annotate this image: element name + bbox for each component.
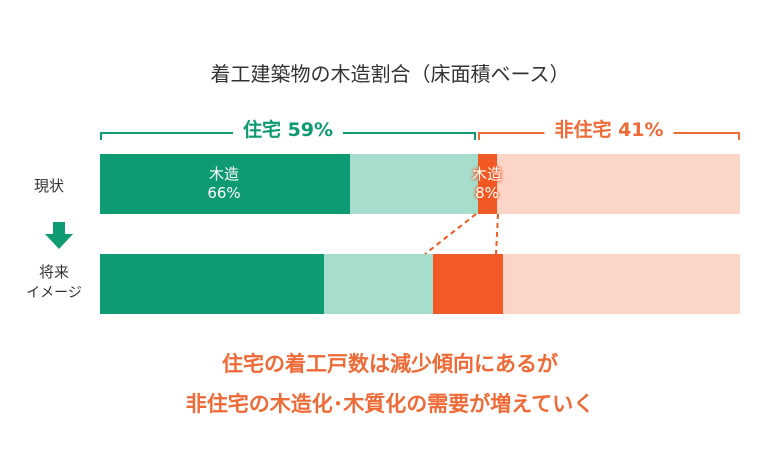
- nonresidential-bracket-tick-left: [478, 132, 480, 140]
- dashed-connector-right: [495, 213, 499, 255]
- row-label-current: 現状: [33, 177, 64, 195]
- nonresidential-bracket-label: 非住宅 41%: [544, 118, 674, 142]
- dashed-connector-left: [424, 213, 477, 255]
- current-wood-residential-label-line2: 66%: [207, 184, 241, 202]
- current-wood-residential-label-line1: 木造: [208, 165, 239, 183]
- row-label-future-line2: イメージ: [26, 285, 82, 301]
- bar-future-wood-residential: [100, 254, 324, 314]
- chart-title: 着工建築物の木造割合（床面積ベース）: [210, 62, 570, 86]
- current-wood-nonresidential-label: 木造 8%: [472, 165, 502, 203]
- row-label-future-line1: 将来: [38, 263, 69, 281]
- down-arrow-icon: [45, 222, 73, 249]
- row-label-future: 将来 イメージ: [18, 262, 90, 304]
- bar-future-nonwood-residential: [324, 254, 433, 314]
- current-wood-nonresidential-label-line2: 8%: [475, 184, 499, 202]
- bar-current-nonwood-residential: [349, 154, 478, 214]
- bar-current-wood-residential: [100, 154, 350, 214]
- bar-current-wood-nonresidential: [477, 154, 497, 214]
- residential-bracket-tick-left: [100, 132, 102, 140]
- message-line-2: 非住宅の木造化･木質化の需要が増えていく: [185, 392, 595, 416]
- residential-bracket-tick-right: [474, 132, 476, 140]
- residential-bracket-label: 住宅 59%: [232, 118, 344, 142]
- message-line-1: 住宅の着工戸数は減少傾向にあるが: [222, 352, 558, 376]
- bar-current-nonwood-nonresidential: [496, 154, 740, 214]
- current-wood-residential-label: 木造 66%: [207, 165, 240, 203]
- nonresidential-bracket-tick-right: [738, 132, 740, 140]
- current-wood-nonresidential-label-line1: 木造: [471, 165, 503, 183]
- bar-future-nonwood-nonresidential: [503, 254, 740, 314]
- bar-future-wood-nonresidential: [432, 254, 504, 314]
